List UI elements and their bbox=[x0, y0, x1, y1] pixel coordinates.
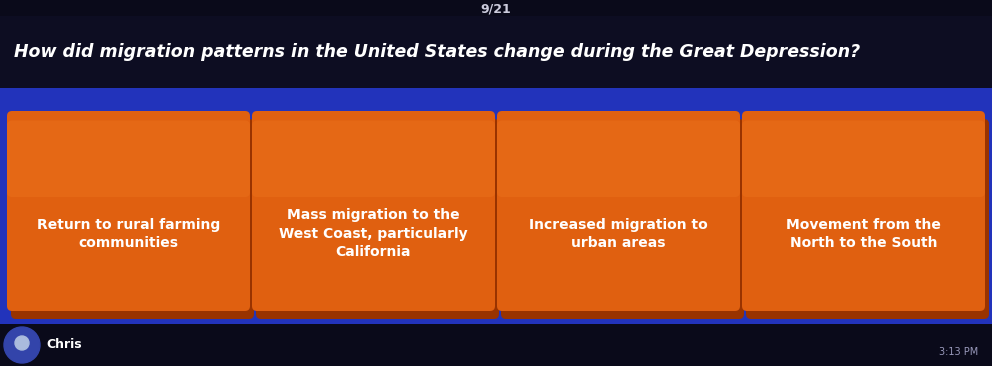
FancyBboxPatch shape bbox=[256, 119, 499, 319]
Text: Return to rural farming
communities: Return to rural farming communities bbox=[37, 218, 220, 250]
Circle shape bbox=[15, 336, 29, 350]
Bar bbox=[0, 0, 992, 16]
FancyBboxPatch shape bbox=[7, 120, 250, 197]
FancyBboxPatch shape bbox=[746, 119, 989, 319]
Text: How did migration patterns in the United States change during the Great Depressi: How did migration patterns in the United… bbox=[14, 43, 860, 61]
Bar bbox=[0, 16, 992, 88]
Text: Mass migration to the
West Coast, particularly
California: Mass migration to the West Coast, partic… bbox=[279, 208, 468, 259]
Text: Increased migration to
urban areas: Increased migration to urban areas bbox=[529, 218, 708, 250]
Circle shape bbox=[4, 327, 40, 363]
FancyBboxPatch shape bbox=[497, 111, 740, 311]
Bar bbox=[0, 324, 992, 366]
FancyBboxPatch shape bbox=[742, 120, 985, 197]
Text: Movement from the
North to the South: Movement from the North to the South bbox=[786, 218, 941, 250]
FancyBboxPatch shape bbox=[497, 120, 740, 197]
FancyBboxPatch shape bbox=[252, 120, 495, 197]
FancyBboxPatch shape bbox=[501, 119, 744, 319]
FancyBboxPatch shape bbox=[11, 119, 254, 319]
Text: 9/21: 9/21 bbox=[481, 3, 511, 15]
Text: 3:13 PM: 3:13 PM bbox=[938, 347, 978, 357]
Text: Chris: Chris bbox=[46, 339, 81, 351]
Bar bbox=[0, 88, 992, 366]
FancyBboxPatch shape bbox=[252, 111, 495, 311]
FancyBboxPatch shape bbox=[742, 111, 985, 311]
FancyBboxPatch shape bbox=[7, 111, 250, 311]
